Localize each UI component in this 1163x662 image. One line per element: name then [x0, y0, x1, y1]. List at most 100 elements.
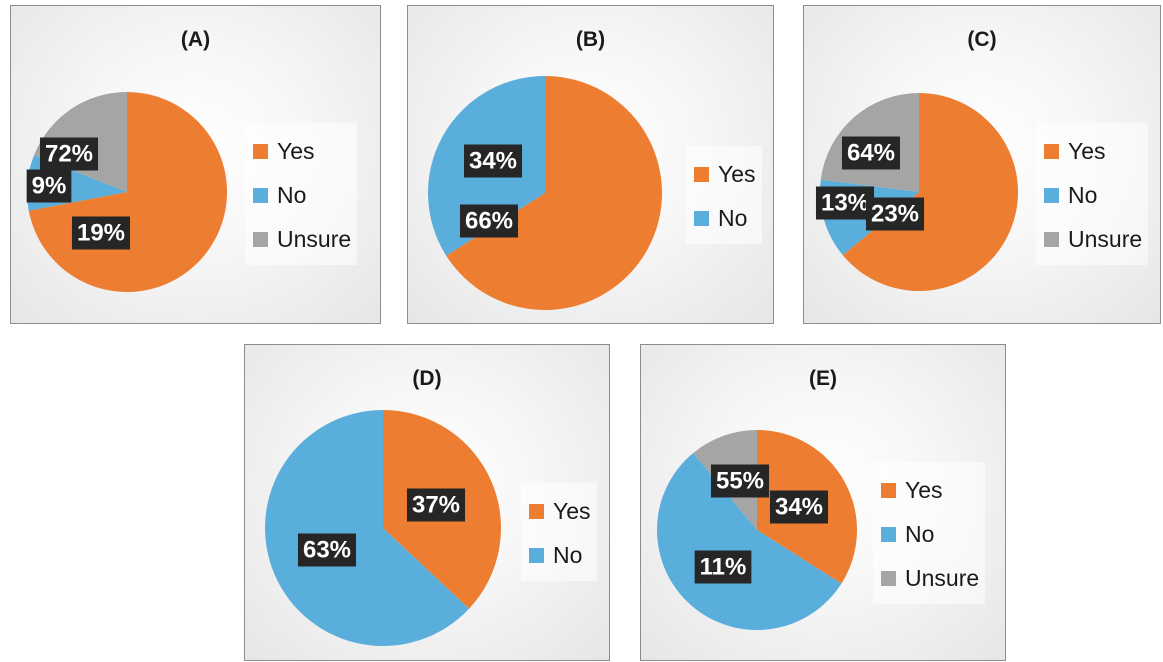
- legend-swatch-yes: [253, 143, 268, 159]
- legend-item-yes: Yes: [253, 129, 351, 173]
- data-label-box: [694, 550, 752, 584]
- legend-label: Unsure: [1068, 225, 1143, 252]
- data-label-text: 11%: [700, 554, 747, 581]
- legend-swatch-no: [1044, 187, 1059, 203]
- chart-panel-a: (A) 72% 9% 19% Yes No Unsure: [10, 5, 381, 324]
- data-label-text: 64%: [847, 140, 895, 167]
- legend-label: No: [718, 204, 748, 231]
- chart-title: (B): [575, 28, 606, 51]
- data-label-text: 55%: [716, 468, 764, 495]
- chart-title: (A): [180, 28, 211, 51]
- data-label-text: 13%: [821, 190, 869, 217]
- data-label-box: [710, 464, 770, 498]
- legend: Yes No Unsure: [873, 462, 986, 604]
- pie-slice-yes: [842, 93, 1019, 291]
- data-label-text: 63%: [303, 537, 351, 564]
- data-label-no: 55%: [710, 464, 770, 498]
- chart-title: (D): [412, 367, 442, 390]
- data-label-box: [39, 137, 99, 171]
- legend-label: Yes: [718, 160, 756, 187]
- legend-item-unsure: Unsure: [253, 217, 351, 261]
- data-label-yes: 34%: [769, 490, 829, 524]
- legend: Yes No Unsure: [1036, 123, 1149, 265]
- legend-label: Yes: [905, 476, 943, 503]
- legend-item-no: No: [881, 512, 979, 556]
- legend-swatch-unsure: [881, 570, 896, 586]
- legend-item-yes: Yes: [529, 489, 591, 533]
- pie-slice-no: [265, 410, 470, 646]
- chart-title: (E): [809, 367, 837, 390]
- legend-swatch-no: [529, 547, 544, 563]
- chart-panel-d: (D) 37% 63% Yes No: [244, 344, 610, 661]
- data-label-box: [26, 169, 72, 203]
- chart-title: (C): [967, 28, 997, 51]
- chart-panel-e: (E) 34% 55% 11% Yes No Unsure: [640, 344, 1006, 661]
- legend-label: Yes: [277, 137, 315, 164]
- legend-swatch-no: [881, 526, 896, 542]
- data-label-box: [297, 533, 357, 567]
- data-label-text: 34%: [469, 148, 517, 175]
- legend-item-yes: Yes: [694, 152, 756, 196]
- legend-label: No: [905, 520, 935, 547]
- legend-swatch-yes: [529, 503, 544, 519]
- data-label-box: [463, 144, 523, 178]
- legend-item-no: No: [694, 196, 756, 240]
- legend-item-yes: Yes: [881, 468, 979, 512]
- pie-chart: 37% 63%: [265, 410, 502, 646]
- pie-slice-no: [656, 452, 842, 631]
- data-label-yes: 66%: [459, 204, 519, 238]
- legend-item-unsure: Unsure: [1044, 217, 1142, 261]
- data-label-no: 13%: [815, 186, 875, 220]
- data-label-box: [71, 216, 131, 250]
- pie-chart: 34% 55% 11%: [656, 430, 857, 631]
- legend-swatch-unsure: [1044, 231, 1059, 247]
- legend-label: No: [553, 541, 583, 568]
- legend-label: Unsure: [905, 564, 980, 591]
- pie-chart: 72% 9% 19%: [26, 92, 227, 292]
- data-label-no: 34%: [463, 144, 523, 178]
- data-label-no: 63%: [297, 533, 357, 567]
- legend: Yes No: [686, 146, 762, 244]
- chart-panel-c: (C) 64% 13% 23% Yes No Unsure: [803, 5, 1161, 324]
- legend-item-unsure: Unsure: [881, 556, 979, 600]
- data-label-box: [815, 186, 875, 220]
- data-label-unsure: 11%: [694, 550, 752, 584]
- data-label-unsure: 19%: [71, 216, 131, 250]
- pie-chart: 66% 34%: [427, 76, 662, 310]
- data-label-text: 9%: [32, 173, 67, 200]
- data-label-text: 34%: [775, 494, 823, 521]
- data-label-text: 19%: [77, 220, 125, 247]
- legend-item-no: No: [1044, 173, 1142, 217]
- legend-swatch-yes: [881, 482, 896, 498]
- data-label-text: 66%: [465, 208, 513, 235]
- legend-item-yes: Yes: [1044, 129, 1142, 173]
- data-label-unsure: 23%: [865, 197, 925, 231]
- data-label-box: [459, 204, 519, 238]
- legend: Yes No Unsure: [245, 123, 358, 265]
- legend-item-no: No: [253, 173, 351, 217]
- legend-label: No: [1068, 181, 1098, 208]
- legend-label: No: [277, 181, 307, 208]
- data-label-text: 37%: [412, 492, 460, 519]
- data-label-box: [841, 136, 901, 170]
- pie-slice-yes: [446, 76, 662, 310]
- data-label-no: 9%: [26, 169, 72, 203]
- data-label-box: [865, 197, 925, 231]
- data-label-box: [406, 488, 466, 522]
- legend-swatch-yes: [1044, 143, 1059, 159]
- pie-chart: 64% 13% 23%: [815, 93, 1019, 291]
- data-label-box: [769, 490, 829, 524]
- legend-swatch-no: [694, 210, 709, 226]
- legend: Yes No: [521, 483, 597, 581]
- legend-swatch-no: [253, 187, 268, 203]
- data-label-text: 72%: [45, 141, 93, 168]
- data-label-yes: 37%: [406, 488, 466, 522]
- data-label-yes: 64%: [841, 136, 901, 170]
- legend-label: Yes: [1068, 137, 1106, 164]
- data-label-text: 23%: [871, 201, 919, 228]
- legend-swatch-yes: [694, 166, 709, 182]
- chart-panel-b: (B) 66% 34% Yes No: [407, 5, 774, 324]
- legend-swatch-unsure: [253, 231, 268, 247]
- legend-label: Unsure: [277, 225, 352, 252]
- data-label-yes: 72%: [39, 137, 99, 171]
